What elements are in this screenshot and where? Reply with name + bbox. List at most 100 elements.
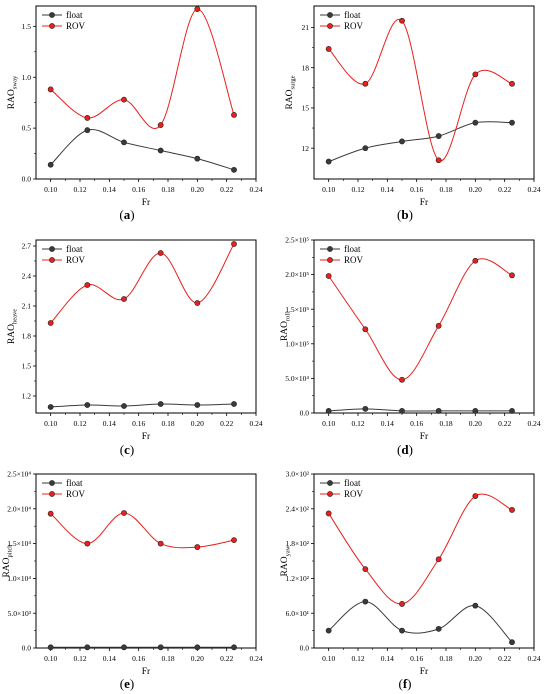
x-tick-label: 0.22 (220, 419, 233, 428)
data-point-rov (121, 96, 127, 103)
data-point-float (472, 602, 479, 609)
x-tick-label: 0.22 (498, 654, 511, 663)
x-tick-label: 0.14 (103, 419, 116, 428)
x-tick-label: 0.18 (161, 419, 174, 428)
data-point-float (231, 644, 237, 651)
legend-marker (327, 23, 333, 29)
legend-label: float (66, 478, 83, 488)
x-tick-label: 0.10 (44, 185, 57, 194)
data-point-rov (435, 157, 442, 164)
data-point-float (231, 166, 237, 173)
y-tick-label: 2.1 (22, 302, 32, 311)
plot-frame (35, 239, 257, 414)
data-point-float (84, 644, 91, 651)
y-axis-label-main: RAO (280, 556, 290, 576)
legend-marker (49, 257, 55, 263)
y-axis-label-sub: yaw (285, 545, 292, 556)
x-tick-label: 0.16 (132, 419, 145, 428)
legend-label: ROV (66, 489, 86, 499)
y-axis-label-main: RAO (285, 89, 295, 109)
data-point-rov (47, 86, 54, 93)
plot-frame (313, 473, 535, 649)
chart-e: 0.10 0.12 0.14 0.16 0.18 0.20 0.22 0.24 0.0 5.0×1… (2, 470, 263, 677)
x-tick-label: 0.24 (249, 419, 262, 428)
data-point-rov (231, 241, 237, 247)
y-tick-label: 0.0 (22, 175, 32, 184)
data-point-float (325, 627, 332, 634)
y-axis-label-sub: sway (12, 75, 19, 89)
legend-marker (327, 480, 333, 486)
x-tick-label: 0.12 (73, 185, 86, 194)
x-tick-label: 0.20 (191, 654, 204, 663)
chart-f: 0.10 0.12 0.14 0.16 0.18 0.20 0.22 0.24 0.0 6.0×1… (280, 470, 541, 677)
x-tick-label: 0.20 (469, 185, 482, 194)
plot-frame (35, 5, 257, 180)
data-point-rov (47, 510, 54, 517)
data-point-rov (399, 601, 405, 607)
x-axis-label: Fr (142, 198, 151, 208)
data-point-rov (84, 540, 91, 547)
data-point-rov (509, 272, 515, 279)
legend-marker (327, 246, 333, 252)
y-tick-label: 1.5 (22, 362, 32, 371)
caption-b: (b) (397, 207, 413, 222)
y-axis-label-sub: heave (12, 309, 19, 324)
series-line-float (50, 128, 235, 171)
data-point-rov (231, 537, 237, 544)
series-line-rov (50, 512, 235, 549)
plot-frame (35, 473, 257, 649)
legend-marker (327, 257, 333, 263)
data-point-float (47, 161, 54, 168)
data-point-float (84, 402, 91, 408)
x-tick-label: 0.22 (498, 185, 511, 194)
chart-c: 0.10 0.12 0.14 0.16 0.18 0.20 0.22 0.24 1.2 1.5 1.… (7, 239, 263, 442)
legend-label: float (344, 478, 361, 488)
y-tick-label: 1.2×10² (286, 574, 310, 583)
y-axis-label-sub: surge (290, 75, 297, 89)
data-point-rov (121, 296, 127, 302)
data-point-rov (157, 250, 164, 256)
y-tick-label: 0.0 (300, 409, 310, 418)
data-point-rov (231, 111, 237, 118)
data-point-float (472, 119, 479, 126)
y-tick-label: 1.0×10⁴ (7, 574, 31, 583)
x-tick-label: 0.14 (103, 654, 116, 663)
data-point-float (399, 408, 405, 414)
x-tick-label: 0.16 (410, 654, 423, 663)
data-point-float (399, 627, 405, 634)
legend-label: ROV (66, 255, 86, 265)
plot-frame (313, 5, 535, 180)
y-axis-label-main: RAO (280, 321, 290, 341)
y-tick-label: 21 (302, 23, 310, 32)
legend-marker (49, 480, 55, 486)
x-tick-label: 0.10 (322, 419, 335, 428)
x-tick-label: 0.12 (73, 419, 86, 428)
legend-label: float (66, 244, 83, 254)
data-point-rov (325, 46, 332, 52)
data-point-float (362, 598, 369, 605)
x-tick-label: 0.20 (469, 419, 482, 428)
data-point-float (157, 644, 164, 651)
chart-d: 0.10 0.12 0.14 0.16 0.18 0.20 0.22 0.24 0.0 5.0×1… (280, 236, 541, 442)
series-line-float (328, 601, 513, 643)
data-point-float (435, 408, 442, 414)
data-point-float (509, 408, 515, 414)
data-point-rov (325, 510, 332, 517)
data-point-float (435, 133, 442, 139)
data-point-float (362, 405, 369, 412)
x-tick-label: 0.16 (132, 185, 145, 194)
y-tick-label: 2.0×10⁵ (285, 270, 309, 279)
data-point-float (509, 639, 515, 646)
legend-label: float (344, 244, 361, 254)
y-tick-label: 0.0 (300, 644, 310, 653)
data-point-rov (472, 493, 479, 499)
data-point-float (231, 401, 237, 407)
data-point-float (399, 138, 405, 145)
y-tick-label: 1.2 (22, 392, 32, 401)
legend-marker (49, 23, 55, 29)
x-tick-label: 0.22 (498, 419, 511, 428)
chart-a: 0.10 0.12 0.14 0.16 0.18 0.20 0.22 0.24 0.0 0.5 1.… (7, 5, 263, 208)
x-tick-label: 0.18 (439, 419, 452, 428)
y-tick-label: 1.0 (22, 73, 32, 82)
x-tick-label: 0.14 (381, 185, 394, 194)
